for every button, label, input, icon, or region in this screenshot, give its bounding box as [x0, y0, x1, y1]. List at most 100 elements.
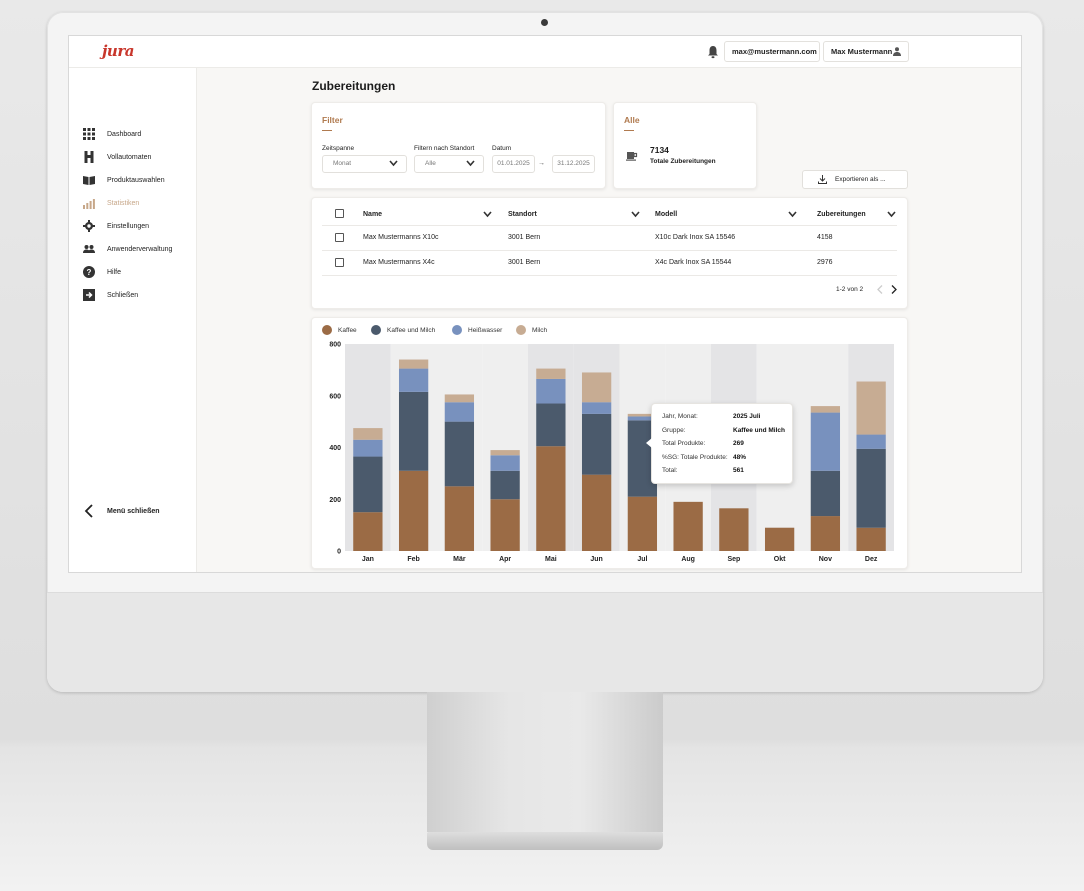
monitor-stand: [427, 692, 663, 832]
row-divider: [322, 225, 897, 226]
pagination-label: 1-2 von 2: [836, 286, 864, 293]
monitor-chin: [47, 592, 1043, 692]
x-tick-label: Jun: [590, 556, 602, 563]
sidebar-item-label: Produktauswahlen: [107, 176, 165, 184]
legend-item-milch[interactable]: Milch: [516, 325, 547, 335]
period-select[interactable]: Monat: [322, 155, 407, 173]
filter-card: Filter Zeitspanne Monat Filtern nach Sta…: [311, 102, 606, 189]
bell-icon[interactable]: [707, 45, 719, 59]
page-title: Zubereitungen: [312, 79, 396, 93]
legend-item-heisswasser[interactable]: Heißwasser: [452, 325, 502, 335]
date-from-value: 01.01.2025: [497, 160, 530, 167]
sidebar-item-einstellungen[interactable]: Einstellungen: [83, 219, 149, 233]
user-menu-button[interactable]: Max Mustermann: [823, 41, 909, 62]
chart-tooltip: Jahr, Monat: 2025 Juli Gruppe: Kaffee un…: [646, 403, 793, 484]
y-tick-label: 400: [329, 445, 341, 452]
table-cell-modell: X10c Dark Inox SA 15546: [655, 234, 736, 241]
user-name: Max Mustermann: [831, 47, 893, 56]
bar-segment: [810, 406, 841, 413]
column-header-modell[interactable]: Modell: [655, 211, 678, 218]
summary-total-label: Totale Zubereitungen: [650, 158, 716, 165]
bar-segment: [810, 412, 841, 471]
menu-close-button[interactable]: Menü schließen: [83, 504, 160, 518]
column-header-zubereitungen[interactable]: Zubereitungen: [817, 211, 866, 218]
row-checkbox[interactable]: [335, 233, 344, 242]
bar-segment: [536, 368, 566, 379]
sidebar-item-label: Statistiken: [107, 199, 140, 207]
x-tick-label: Okt: [774, 556, 786, 563]
select-all-checkbox[interactable]: [335, 209, 344, 218]
tooltip-label: Total:: [662, 467, 678, 474]
bar-segment: [856, 434, 886, 449]
x-tick-label: Dez: [865, 556, 878, 563]
sidebar-item-label: Vollautomaten: [107, 153, 152, 161]
legend-label: Heißwasser: [468, 326, 503, 334]
chevron-down-icon[interactable]: [788, 211, 797, 218]
export-button[interactable]: Exportieren als ...: [802, 170, 908, 189]
bar-segment: [627, 416, 658, 421]
location-select[interactable]: Alle: [414, 155, 484, 173]
sidebar-item-produktauswahlen[interactable]: Produktauswahlen: [83, 173, 165, 187]
x-tick-label: Aug: [681, 556, 695, 563]
legend-dot: [516, 325, 526, 335]
date-label: Datum: [492, 145, 512, 152]
tooltip-caret: [646, 438, 652, 448]
camera-icon: [541, 19, 548, 26]
legend-item-kaffee[interactable]: Kaffee: [322, 325, 357, 335]
column-header-standort[interactable]: Standort: [508, 211, 537, 218]
bar-segment: [536, 446, 566, 551]
download-icon: [818, 175, 827, 184]
table-cell-name: Max Mustermanns X10c: [363, 234, 439, 241]
date-to-value: 31.12.2025: [557, 160, 590, 167]
sidebar-item-hilfe[interactable]: ? Hilfe: [83, 265, 121, 279]
filter-title: Filter: [322, 115, 343, 125]
bar-segment: [627, 413, 658, 417]
y-tick-label: 200: [329, 497, 341, 504]
legend-label: Kaffee und Milch: [387, 326, 436, 334]
chevron-down-icon: [389, 160, 398, 167]
grid-icon: [83, 128, 95, 140]
chevron-down-icon[interactable]: [631, 211, 640, 218]
x-tick-label: Apr: [499, 556, 511, 563]
legend-item-kaffee-und-milch[interactable]: Kaffee und Milch: [371, 325, 435, 335]
bar-segment: [581, 402, 612, 414]
chevron-left-icon[interactable]: [877, 285, 883, 294]
user-email-pill[interactable]: max@mustermann.com: [724, 41, 820, 62]
sidebar-item-statistiken[interactable]: Statistiken: [83, 196, 139, 210]
bar-segment: [353, 428, 383, 440]
sidebar-item-vollautomaten[interactable]: Vollautomaten: [83, 150, 151, 164]
sidebar-item-label: Dashboard: [107, 130, 142, 138]
tooltip-label: %SG: Totale Produkte:: [662, 454, 728, 461]
coffee-cup-icon: [626, 152, 638, 161]
user-email: max@mustermann.com: [732, 47, 817, 56]
bar-segment: [764, 527, 795, 551]
stacked-bar-chart: 0 200 400 600 800 Jan Feb Mär Apr Mai Jun Jul Aug Sep…: [329, 342, 894, 563]
chevron-down-icon[interactable]: [887, 211, 896, 218]
machine-icon: [84, 151, 94, 163]
chevron-right-icon[interactable]: [891, 285, 897, 294]
tooltip-value: Kaffee und Milch: [733, 427, 786, 434]
chevron-down-icon[interactable]: [483, 211, 492, 218]
row-checkbox[interactable]: [335, 258, 344, 267]
menu-book-icon: [83, 176, 95, 185]
chevron-down-icon: [466, 160, 475, 167]
date-from-input[interactable]: 01.01.2025: [492, 155, 535, 173]
sidebar-item-label: Einstellungen: [107, 222, 150, 230]
person-icon: [893, 47, 901, 56]
column-header-name[interactable]: Name: [363, 211, 383, 218]
sidebar-item-dashboard[interactable]: Dashboard: [83, 127, 141, 141]
tooltip-label: Total Produkte:: [662, 440, 706, 447]
x-tick-label: Mär: [453, 556, 466, 563]
jura-logo[interactable]: jura: [102, 42, 134, 60]
x-tick-label: Sep: [727, 556, 740, 563]
sidebar-item-label: Hilfe: [107, 268, 122, 276]
legend-dot: [452, 325, 462, 335]
bar-segment: [490, 450, 520, 456]
sidebar-item-schliessen[interactable]: Schließen: [83, 288, 138, 302]
sidebar-item-anwenderverwaltung[interactable]: Anwenderverwaltung: [83, 242, 172, 256]
export-label: Exportieren als ...: [835, 176, 886, 183]
table-cell-modell: X4c Dark Inox SA 15544: [655, 259, 732, 266]
bar-segment: [490, 499, 520, 551]
legend-label: Milch: [532, 326, 548, 334]
date-to-input[interactable]: 31.12.2025: [552, 155, 595, 173]
